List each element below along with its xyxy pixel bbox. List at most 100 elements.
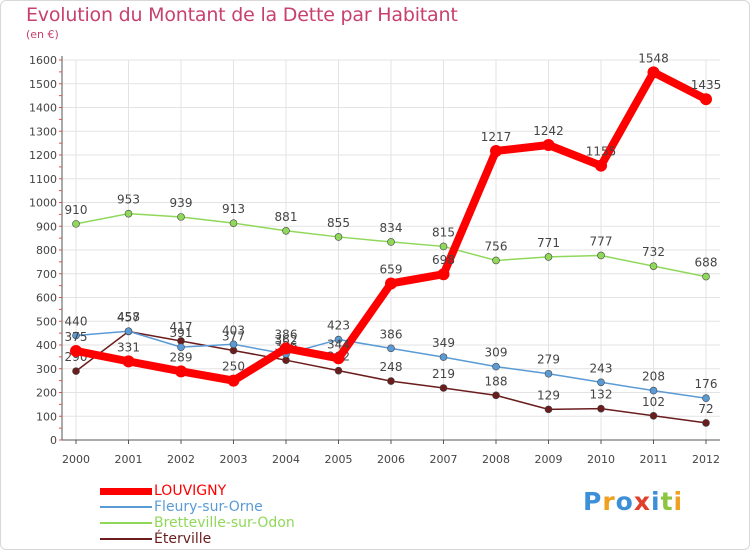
data-point [387,238,395,246]
data-point [72,367,80,375]
legend-label: Bretteville-sur-Odon [154,515,295,531]
data-label: 403 [222,323,245,337]
legend-label: Fleury-sur-Orne [154,499,263,515]
data-point [439,353,448,361]
data-label: 132 [590,388,613,402]
data-point [437,268,450,281]
data-label: 1435 [691,78,722,92]
data-point [177,213,185,221]
data-label: 243 [590,361,613,375]
data-point [647,66,660,79]
x-tick-label: 2011 [640,453,668,466]
data-point [649,386,658,395]
data-label: 815 [432,225,455,239]
data-point [439,242,448,251]
data-label: 939 [170,196,193,210]
data-point [544,405,553,414]
data-point [229,219,238,227]
data-point [595,159,607,172]
y-tick-label: 600 [36,292,57,305]
chart-subtitle: (en €) [26,28,59,41]
logo-letter: i [651,487,661,516]
x-tick-label: 2004 [272,453,300,466]
data-point [387,377,395,385]
legend-item: Bretteville-sur-Odon [100,515,295,531]
data-point [544,369,553,378]
legend-label: Éterville [154,531,212,547]
data-label: 375 [65,330,88,344]
data-point [649,262,658,270]
data-point [124,209,133,218]
data-point [72,331,80,340]
data-label: 176 [695,377,718,391]
legend-swatch [100,506,152,508]
legend-item: LOUVIGNY [100,483,295,499]
y-tick-label: 900 [36,220,57,233]
data-point [597,404,605,413]
y-tick-label: 200 [36,387,57,400]
y-tick-label: 500 [36,315,57,328]
data-point [439,384,448,392]
logo-letter: P [583,487,603,516]
data-label: 659 [380,262,403,276]
legend-label: LOUVIGNY [154,483,227,499]
data-label: 855 [327,216,350,230]
data-label: 953 [117,193,140,207]
x-tick-label: 2003 [220,453,248,466]
logo-letter: i [673,487,684,516]
x-tick-label: 2002 [167,453,195,466]
data-label: 417 [170,320,193,334]
data-label: 1242 [533,124,564,138]
logo-letter: x [633,487,651,516]
data-label: 423 [327,319,350,333]
data-label: 440 [65,315,88,329]
chart-title: Evolution du Montant de la Dette par Hab… [26,4,458,26]
y-tick-label: 700 [36,268,57,281]
y-tick-label: 1000 [29,197,57,210]
data-point [332,352,345,365]
data-point [597,378,605,387]
legend-swatch [100,522,152,524]
data-point [280,342,292,355]
y-tick-label: 800 [36,244,57,257]
legend-swatch [100,487,152,495]
data-label: 289 [170,350,193,364]
data-label: 910 [65,203,88,217]
data-point [124,327,133,336]
data-point [702,394,710,403]
data-label: 913 [222,202,245,216]
data-point [490,144,502,157]
data-point [649,411,658,420]
y-tick-label: 1100 [29,173,57,186]
data-label: 208 [642,370,665,384]
data-point [334,233,343,241]
x-tick-label: 2007 [430,453,458,466]
data-point [122,355,135,368]
y-tick-label: 1400 [29,102,57,115]
data-point [177,343,185,351]
x-tick-label: 2005 [325,453,353,466]
data-point [282,226,290,235]
x-tick-label: 2012 [692,453,720,466]
data-label: 248 [380,360,403,374]
data-point [72,220,80,228]
data-label: 777 [590,234,613,248]
logo-letter: t [660,487,674,516]
data-label: 881 [275,210,298,224]
chart-legend: LOUVIGNY Fleury-sur-Orne Bretteville-sur-O… [100,483,295,547]
legend-swatch [100,538,152,540]
y-tick-label: 400 [36,339,57,352]
data-label: 458 [117,310,140,324]
x-tick-label: 2009 [535,453,563,466]
y-tick-label: 300 [36,363,57,376]
y-tick-label: 100 [36,410,57,423]
data-point [385,277,397,290]
data-label: 362 [275,333,298,347]
y-tick-label: 1300 [29,125,57,138]
data-label: 279 [537,353,560,367]
data-label: 344 [327,337,350,351]
x-tick-label: 2000 [62,453,90,466]
data-point [229,340,238,349]
x-tick-label: 2001 [115,453,143,466]
